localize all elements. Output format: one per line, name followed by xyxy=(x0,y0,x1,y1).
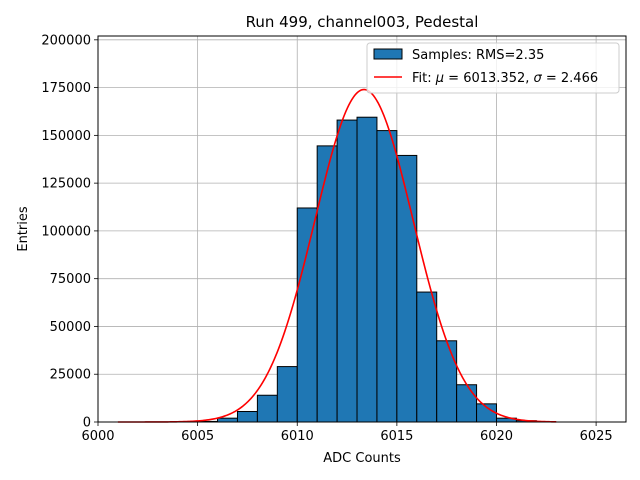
y-tick-label: 175000 xyxy=(41,81,91,96)
histogram-bar xyxy=(217,417,238,423)
histogram-bar xyxy=(296,207,318,423)
legend-histogram-label: Samples: RMS=2.35 xyxy=(412,48,544,63)
y-tick-label: 50000 xyxy=(50,320,91,335)
plot-frame xyxy=(97,35,627,423)
histogram-bar xyxy=(376,130,398,423)
fit-curve xyxy=(117,88,557,423)
x-tick-label: 6015 xyxy=(380,429,413,444)
x-tick-label: 6010 xyxy=(281,429,314,444)
histogram-bar xyxy=(436,340,458,423)
histogram-bar xyxy=(316,145,338,423)
histogram-bar xyxy=(256,394,278,423)
y-tick-label: 150000 xyxy=(41,129,91,144)
legend: Samples: RMS=2.35 Fit: μ = 6013.352, σ =… xyxy=(366,42,620,94)
histogram-bar xyxy=(416,291,438,423)
legend-histogram-swatch xyxy=(373,48,403,60)
y-axis-ticks: 0 25000 50000 75000 100000 125000 150000 175000… xyxy=(41,33,98,431)
x-tick-label: 6025 xyxy=(580,429,613,444)
x-tick-label: 6000 xyxy=(81,429,114,444)
x-tick-label: 6020 xyxy=(480,429,513,444)
x-axis-label: ADC Counts xyxy=(323,451,401,466)
histogram-bar xyxy=(336,119,358,423)
y-axis-label: Entries xyxy=(16,206,31,252)
x-axis-ticks: 6000 6005 6010 6015 6020 6025 xyxy=(81,422,613,444)
y-tick-label: 100000 xyxy=(41,224,91,239)
histogram-bar xyxy=(236,410,258,423)
y-tick-label: 200000 xyxy=(41,33,91,48)
legend-box xyxy=(366,42,620,94)
legend-fit-label: Fit: μ = 6013.352, σ = 2.466 xyxy=(412,71,598,86)
chart-title: Run 499, channel003, Pedestal xyxy=(246,13,479,31)
y-tick-label: 75000 xyxy=(50,272,91,287)
y-tick-label: 0 xyxy=(83,416,91,431)
x-tick-label: 6005 xyxy=(181,429,214,444)
y-tick-label: 125000 xyxy=(41,177,91,192)
histogram-bar xyxy=(276,366,298,423)
histogram-bar xyxy=(356,116,378,423)
y-tick-label: 25000 xyxy=(50,368,91,383)
histogram-bar xyxy=(456,384,478,423)
